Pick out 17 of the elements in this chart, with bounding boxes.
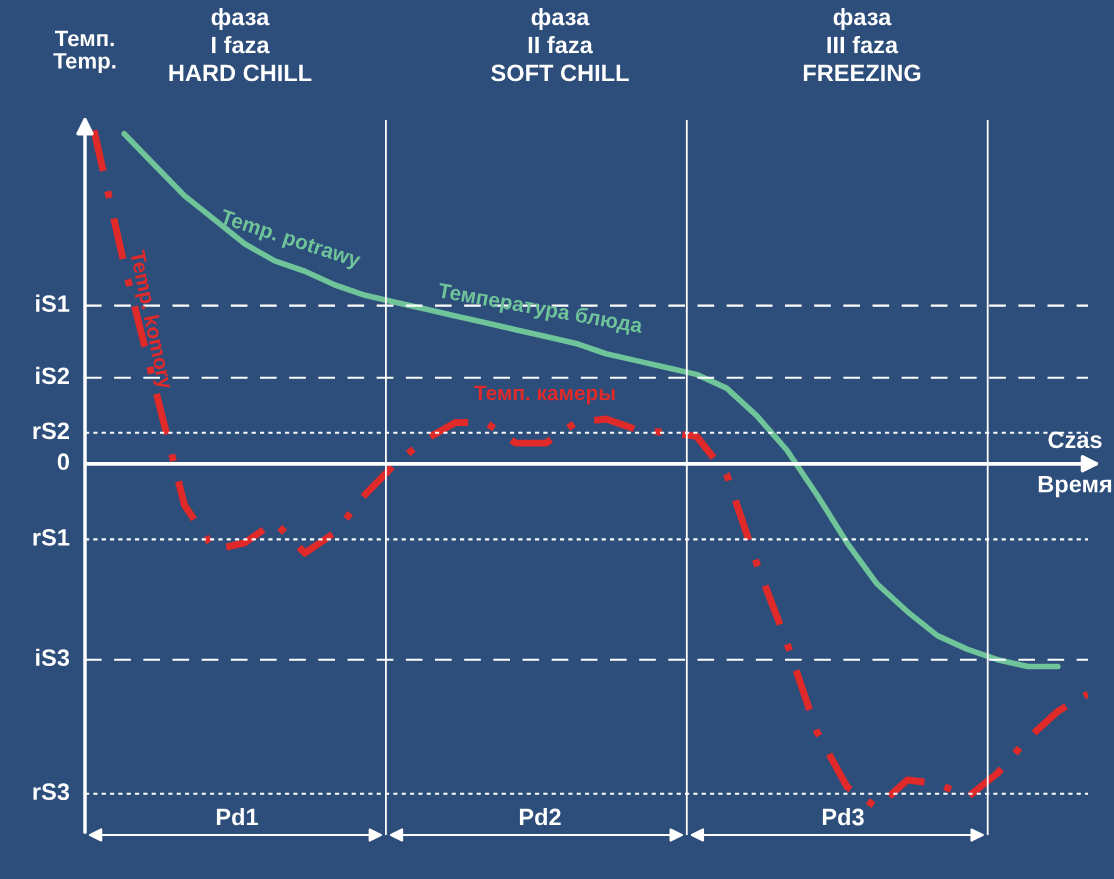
text: Pd2: [519, 808, 561, 826]
ref-line-label: iS2: [36, 366, 70, 385]
ref-line-label: iS3: [36, 648, 70, 667]
text: фаза III faza FREEZING: [803, 8, 921, 82]
text: Pd1: [216, 808, 258, 826]
annotation: Темп. камеры: [474, 385, 615, 405]
ref-line-label: 0: [57, 453, 69, 471]
text: фаза I faza HARD CHILL: [169, 8, 312, 82]
text: Temp. komory: [125, 249, 175, 391]
x-axis-title: Czas Время: [1038, 431, 1112, 498]
text: фаза II faza SOFT CHILL: [491, 8, 629, 82]
text: Pd3: [822, 808, 864, 826]
ref-line-label: rS1: [33, 528, 70, 546]
ref-line-label: rS3: [33, 783, 70, 801]
ref-line-label: rS2: [33, 422, 70, 440]
ref-line-label: iS1: [36, 294, 70, 312]
y-axis-title: Темп. Temp.: [53, 30, 116, 74]
